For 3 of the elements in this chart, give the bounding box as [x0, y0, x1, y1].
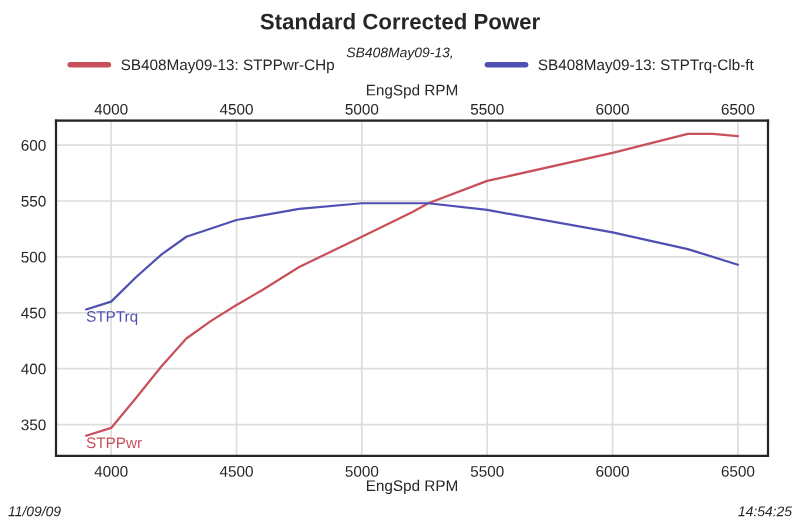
chart-title: Standard Corrected Power	[260, 13, 540, 30]
line-series	[84, 202, 740, 311]
line-series	[84, 132, 740, 437]
